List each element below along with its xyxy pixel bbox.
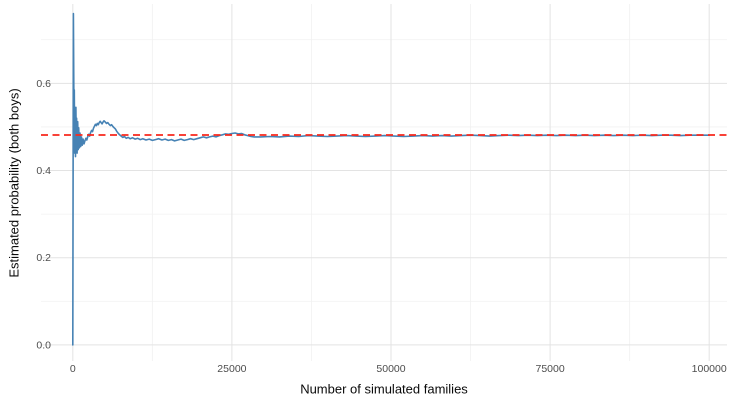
y-tick-label: 0.6 bbox=[36, 78, 51, 90]
x-tick-label: 75000 bbox=[535, 363, 564, 375]
x-tick-label: 100000 bbox=[692, 363, 727, 375]
y-tick-label: 0.2 bbox=[36, 252, 51, 264]
x-axis-title: Number of simulated families bbox=[300, 381, 468, 397]
x-tick-label: 25000 bbox=[217, 363, 246, 375]
y-tick-label: 0.0 bbox=[36, 339, 51, 351]
x-tick-label: 50000 bbox=[376, 363, 405, 375]
y-axis-title: Estimated probability (both boys) bbox=[6, 88, 22, 278]
y-tick-label: 0.4 bbox=[36, 165, 51, 177]
x-tick-label: 0 bbox=[70, 363, 76, 375]
